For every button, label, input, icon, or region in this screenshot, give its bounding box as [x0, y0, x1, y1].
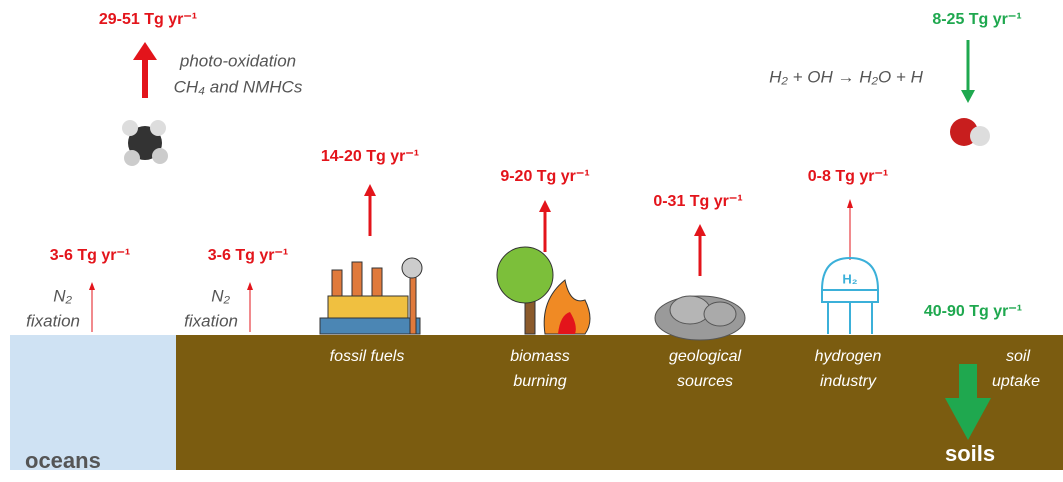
methane-molecule [122, 120, 168, 166]
ocean [10, 335, 176, 470]
rocks-icon [654, 295, 746, 341]
arrows [89, 40, 991, 440]
sink-label: uptake [992, 373, 1040, 390]
process-label: fixation [26, 311, 80, 330]
process-label: N₂ [53, 286, 72, 305]
region-label: oceans [25, 448, 101, 473]
source-label: sources [677, 373, 733, 390]
source-label: industry [820, 373, 877, 390]
process-label: N₂ [211, 286, 230, 305]
source-label: geological [669, 348, 742, 365]
flux-label: 3-6 Tg yr⁻¹ [208, 247, 288, 264]
sink-label: soil [1006, 348, 1030, 365]
factory-icon [319, 257, 423, 335]
flux-label: 40-90 Tg yr⁻¹ [924, 303, 1022, 320]
flux-label: 8-25 Tg yr⁻¹ [932, 11, 1021, 28]
flux-label: 29-51 Tg yr⁻¹ [99, 11, 197, 28]
reaction-label: H₂ + OH → H₂O + H [769, 67, 923, 86]
hydrogen-tank-icon: H₂ [820, 256, 880, 334]
region-label: soils [945, 441, 995, 466]
flux-label: 9-20 Tg yr⁻¹ [500, 168, 589, 185]
source-label: burning [513, 373, 566, 390]
flux-label: 0-8 Tg yr⁻¹ [808, 168, 888, 185]
process-label: fixation [184, 311, 238, 330]
source-label: biomass [510, 348, 570, 365]
fire-tree-icon [496, 246, 591, 335]
process-label: photo-oxidation [179, 51, 296, 70]
source-label: hydrogen [815, 348, 882, 365]
tank-label: H₂ [842, 271, 857, 286]
flux-label: 14-20 Tg yr⁻¹ [321, 148, 419, 165]
process-label: CH₄ and NMHCs [174, 77, 303, 96]
oh-molecule [950, 118, 990, 146]
source-label: fossil fuels [330, 348, 405, 365]
soil [176, 335, 1063, 470]
flux-label: 0-31 Tg yr⁻¹ [653, 193, 742, 210]
flux-label: 3-6 Tg yr⁻¹ [50, 247, 130, 264]
